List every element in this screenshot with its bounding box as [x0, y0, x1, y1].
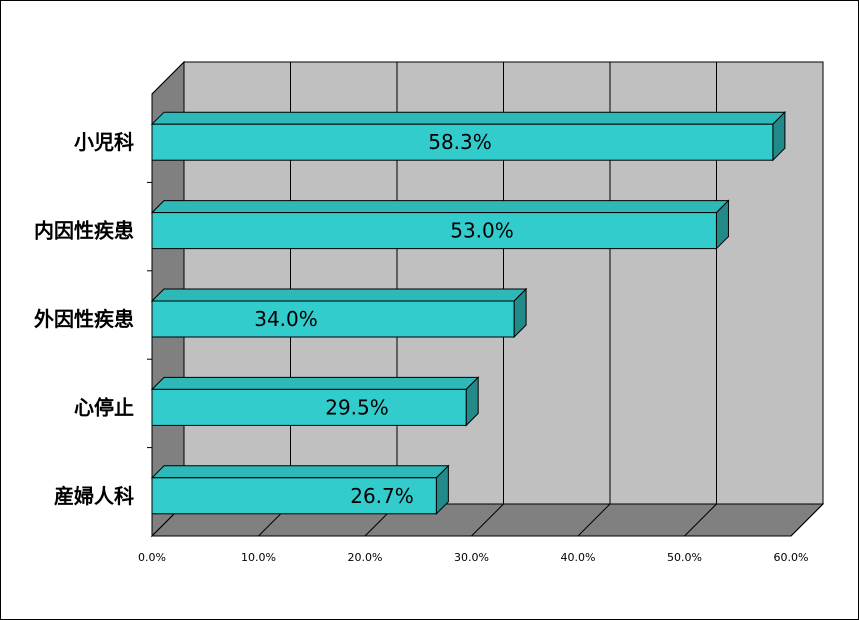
bar — [151, 388, 467, 426]
x-tick-label: 30.0% — [454, 551, 489, 564]
bar — [151, 212, 717, 250]
x-tick-label: 20.0% — [348, 551, 383, 564]
x-tick-label: 40.0% — [561, 551, 596, 564]
bar — [151, 477, 437, 515]
bar-top — [150, 288, 528, 302]
data-label: 26.7% — [350, 484, 414, 508]
x-tick-label: 10.0% — [241, 551, 276, 564]
x-tick-label: 0.0% — [138, 551, 166, 564]
wall-edge — [151, 61, 185, 95]
floor-gridline — [471, 503, 504, 537]
bar — [151, 300, 515, 338]
bar-top — [150, 200, 730, 214]
bar — [151, 123, 774, 161]
bars: 58.3% 53.0% 34.0% 29.5% 26.7% — [150, 110, 787, 516]
floor-gridline — [790, 503, 824, 537]
bar-top — [150, 376, 480, 390]
category-label: 産婦人科 — [54, 484, 134, 508]
category-label: 心停止 — [74, 395, 134, 419]
x-tick-label: 60.0% — [774, 551, 809, 564]
floor-gridline — [684, 503, 717, 537]
category-label: 小児科 — [74, 130, 134, 154]
data-label: 58.3% — [428, 130, 492, 154]
bar-top — [150, 111, 787, 125]
category-label: 外因性疾患 — [34, 307, 134, 331]
data-label: 34.0% — [254, 307, 318, 331]
data-label: 53.0% — [450, 219, 514, 243]
category-label: 内因性疾患 — [34, 219, 134, 243]
bar-top — [150, 465, 450, 479]
x-axis-tick-labels: 0.0% 10.0% 20.0% 30.0% 40.0% 50.0% 60.0% — [138, 551, 808, 564]
x-tick-label: 50.0% — [667, 551, 702, 564]
floor-gridline — [577, 503, 611, 537]
data-label: 29.5% — [325, 395, 389, 419]
